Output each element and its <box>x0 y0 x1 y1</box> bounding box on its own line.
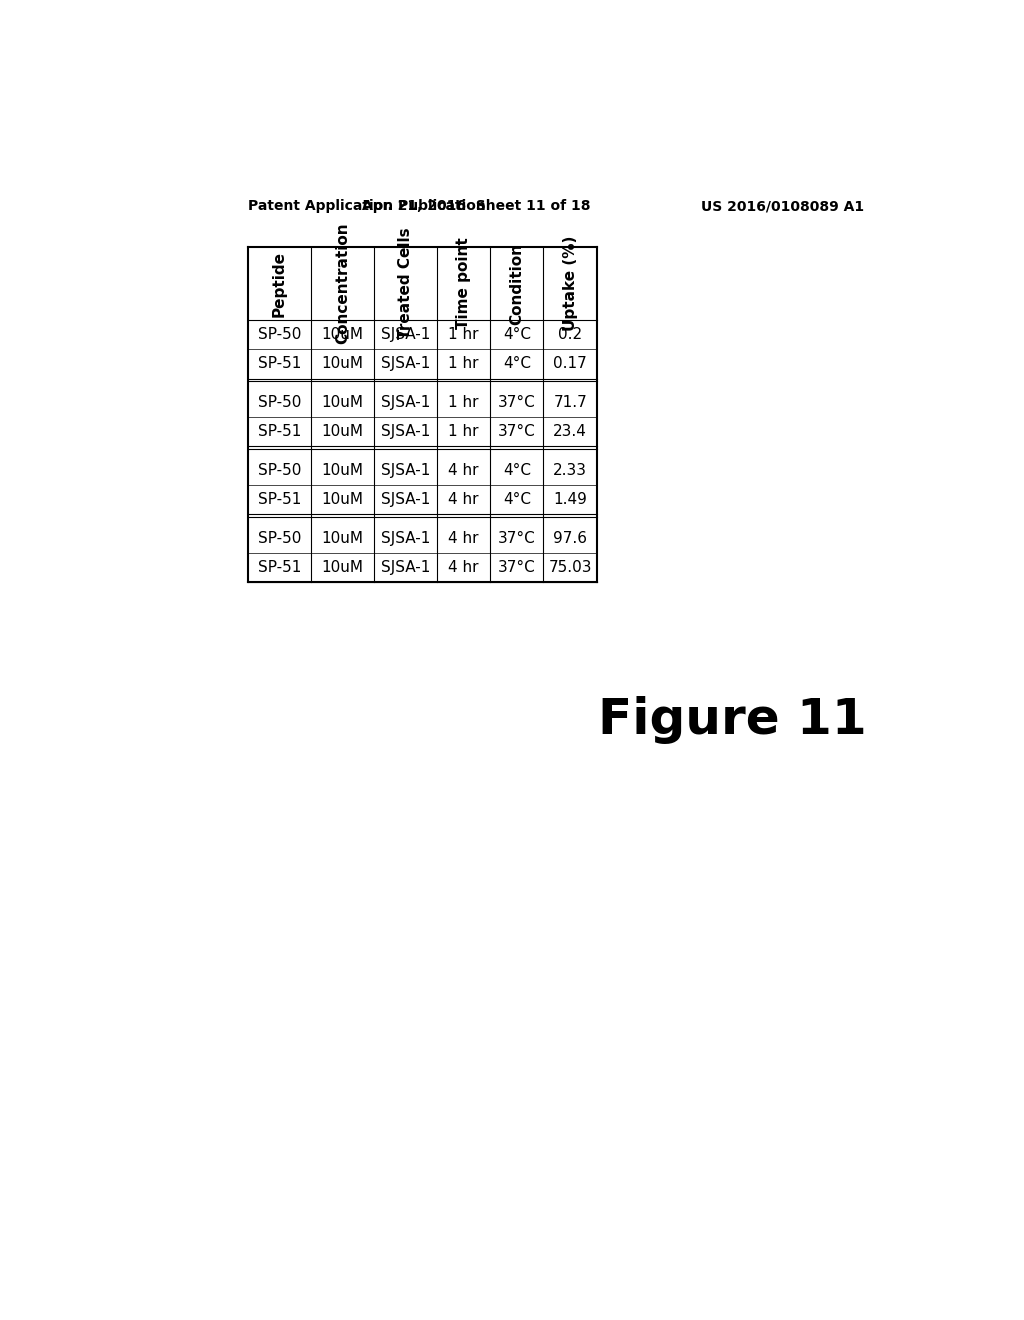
Text: Figure 11: Figure 11 <box>598 697 867 744</box>
Text: SP-51: SP-51 <box>258 356 301 371</box>
Text: 4°C: 4°C <box>503 463 530 478</box>
Text: 1 hr: 1 hr <box>449 424 478 440</box>
Text: 1 hr: 1 hr <box>449 395 478 411</box>
Text: 0.17: 0.17 <box>553 356 587 371</box>
Text: 10uM: 10uM <box>322 356 364 371</box>
Text: 37°C: 37°C <box>498 395 536 411</box>
Text: 10uM: 10uM <box>322 327 364 342</box>
Text: Peptide: Peptide <box>272 251 287 317</box>
Text: SP-51: SP-51 <box>258 492 301 507</box>
Text: 4°C: 4°C <box>503 327 530 342</box>
Text: 4 hr: 4 hr <box>449 492 478 507</box>
Text: Uptake (%): Uptake (%) <box>562 236 578 331</box>
Text: Treated Cells: Treated Cells <box>397 228 413 339</box>
Text: SJSA-1: SJSA-1 <box>381 463 430 478</box>
Text: 10uM: 10uM <box>322 492 364 507</box>
Text: 23.4: 23.4 <box>553 424 587 440</box>
Text: SJSA-1: SJSA-1 <box>381 327 430 342</box>
Text: 71.7: 71.7 <box>553 395 587 411</box>
Text: Apr. 21, 2016  Sheet 11 of 18: Apr. 21, 2016 Sheet 11 of 18 <box>362 199 591 213</box>
Text: Condition: Condition <box>509 243 524 325</box>
Text: 4°C: 4°C <box>503 356 530 371</box>
Text: 10uM: 10uM <box>322 531 364 545</box>
Text: 10uM: 10uM <box>322 395 364 411</box>
Text: SJSA-1: SJSA-1 <box>381 356 430 371</box>
Text: 4 hr: 4 hr <box>449 531 478 545</box>
Text: 1 hr: 1 hr <box>449 327 478 342</box>
Text: 97.6: 97.6 <box>553 531 587 545</box>
Text: SJSA-1: SJSA-1 <box>381 560 430 574</box>
Text: SJSA-1: SJSA-1 <box>381 424 430 440</box>
Text: 75.03: 75.03 <box>549 560 592 574</box>
Text: 10uM: 10uM <box>322 463 364 478</box>
Text: 1 hr: 1 hr <box>449 356 478 371</box>
Text: SJSA-1: SJSA-1 <box>381 395 430 411</box>
Text: 0.2: 0.2 <box>558 327 583 342</box>
Text: 37°C: 37°C <box>498 424 536 440</box>
Text: SP-51: SP-51 <box>258 424 301 440</box>
Text: 4°C: 4°C <box>503 492 530 507</box>
Text: SP-50: SP-50 <box>258 463 301 478</box>
Text: SJSA-1: SJSA-1 <box>381 492 430 507</box>
Text: 1.49: 1.49 <box>553 492 587 507</box>
Text: 37°C: 37°C <box>498 560 536 574</box>
Text: 10uM: 10uM <box>322 424 364 440</box>
Text: 10uM: 10uM <box>322 560 364 574</box>
Text: SP-50: SP-50 <box>258 327 301 342</box>
Text: 2.33: 2.33 <box>553 463 587 478</box>
Text: 4 hr: 4 hr <box>449 560 478 574</box>
Text: US 2016/0108089 A1: US 2016/0108089 A1 <box>701 199 864 213</box>
Text: 37°C: 37°C <box>498 531 536 545</box>
Text: Concentration: Concentration <box>335 223 350 345</box>
Text: 4 hr: 4 hr <box>449 463 478 478</box>
Text: SP-51: SP-51 <box>258 560 301 574</box>
Text: Time point: Time point <box>456 238 471 330</box>
Text: SJSA-1: SJSA-1 <box>381 531 430 545</box>
Text: SP-50: SP-50 <box>258 531 301 545</box>
Text: Patent Application Publication: Patent Application Publication <box>248 199 485 213</box>
Text: SP-50: SP-50 <box>258 395 301 411</box>
